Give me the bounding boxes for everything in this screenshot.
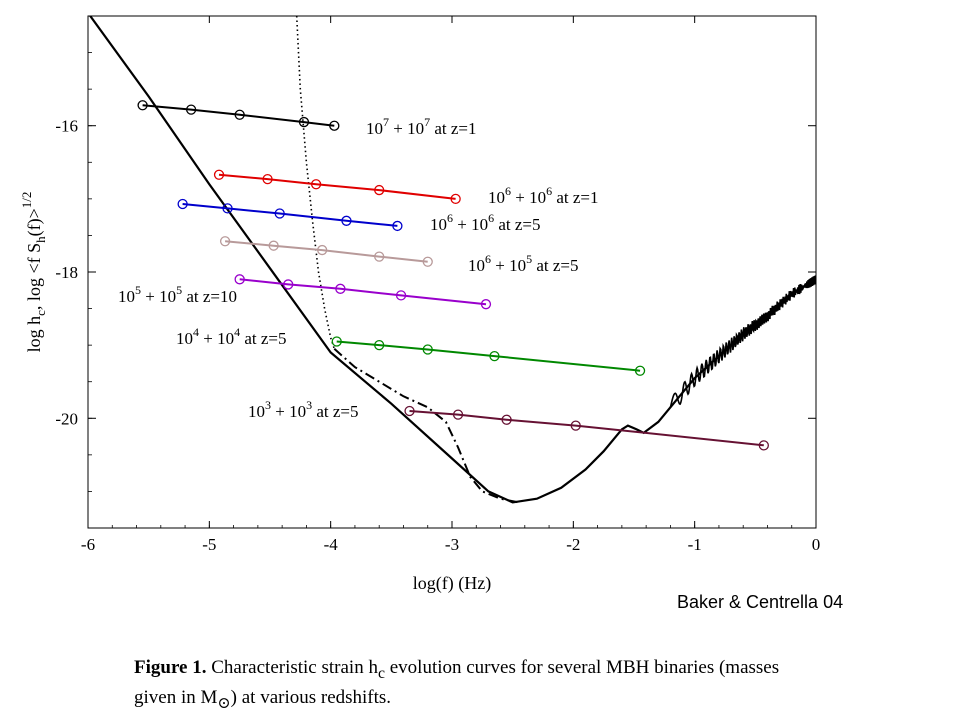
series-line: [239, 278, 487, 306]
series-point: [374, 251, 385, 262]
series-point: [219, 236, 231, 247]
series-line: [182, 203, 398, 227]
series-point: [758, 440, 769, 451]
y-axis-label: log hc, log <f Sh(f)>1/2: [19, 192, 48, 353]
series-point: [298, 116, 310, 128]
series-point: [335, 283, 346, 294]
x-tick-label: -5: [202, 535, 216, 554]
series-1: [213, 169, 461, 205]
series-label-3: 106 + 105 at z=5: [468, 252, 579, 275]
strain-chart: -6 -5 -4 -3 -2 -1 0 -16 -18 -20 107 + 107 at z=1 1…: [19, 15, 821, 594]
series-point: [452, 409, 464, 420]
series-point: [489, 350, 500, 362]
series-point: [392, 220, 403, 232]
series-point: [422, 256, 433, 267]
series-point: [331, 336, 342, 347]
series-point: [137, 100, 148, 111]
noise-curve-oscillation: [669, 275, 816, 408]
series-point: [222, 203, 233, 214]
dashdot-curve: [333, 348, 519, 504]
series-point: [213, 169, 225, 180]
series-line: [409, 410, 764, 447]
series-line: [336, 340, 641, 372]
series-point: [234, 274, 245, 285]
series-label-5: 104 + 104 at z=5: [176, 325, 287, 348]
caption-sub-c: c: [377, 664, 385, 682]
series-point: [185, 104, 197, 115]
series-point: [234, 109, 245, 120]
series-label-1: 106 + 106 at z=1: [488, 184, 599, 207]
series-point: [395, 290, 407, 301]
series-point: [404, 405, 415, 417]
series-6: [404, 405, 769, 451]
plot-frame: [87, 15, 817, 529]
caption-line1: Characteristic strain h: [211, 657, 378, 678]
caption-sun-symbol: ⊙: [217, 694, 231, 712]
series-label-6: 103 + 103 at z=5: [248, 398, 359, 421]
series-point: [374, 184, 385, 196]
series-label-0: 107 + 107 at z=1: [366, 115, 477, 138]
caption-line2-post: ) at various redshifts.: [230, 686, 392, 708]
series-4: [234, 274, 492, 310]
series-2: [177, 198, 403, 232]
series-line: [142, 104, 335, 127]
y-tick-label: -18: [55, 263, 78, 282]
series-line: [218, 173, 456, 200]
series-label-2: 106 + 106 at z=5: [430, 211, 541, 234]
series-point: [274, 208, 285, 219]
y-tick-label: -20: [55, 409, 78, 428]
series-label-4: 105 + 105 at z=10: [118, 283, 237, 306]
series-point: [262, 173, 273, 185]
caption-line2-pre: given in M: [134, 686, 218, 708]
series-0: [137, 100, 340, 131]
series-point: [501, 414, 512, 425]
series-point: [268, 240, 279, 251]
series-5: [331, 336, 646, 376]
series-point: [317, 244, 328, 256]
caption-line1-rest: evolution curves for several MBH binarie…: [384, 657, 780, 678]
credit-text: Baker & Centrella 04: [677, 592, 844, 612]
series-point: [341, 215, 352, 226]
x-axis-label: log(f) (Hz): [413, 573, 491, 594]
series-point: [570, 420, 581, 431]
x-tick-label: -1: [688, 535, 702, 554]
series-point: [329, 120, 340, 131]
x-tick-label: -6: [81, 535, 95, 554]
x-tick-label: -3: [445, 535, 459, 554]
series-point: [634, 365, 646, 376]
series-point: [480, 299, 492, 310]
caption-label: Figure 1.: [134, 657, 207, 678]
series-point: [177, 198, 188, 210]
x-tick-label: -2: [566, 535, 580, 554]
series-point: [450, 193, 461, 205]
x-tick-label: 0: [812, 535, 821, 554]
figure-caption: Figure 1. Characteristic strain hc evolu…: [134, 656, 944, 716]
series-line: [225, 240, 428, 263]
noise-curve: [88, 16, 816, 504]
series-point: [374, 339, 385, 351]
x-tick-label: -4: [324, 535, 339, 554]
series-point: [310, 179, 322, 190]
y-tick-label: -16: [55, 117, 78, 136]
series-3: [219, 236, 433, 267]
series-point: [283, 279, 294, 290]
series-point: [422, 344, 433, 355]
